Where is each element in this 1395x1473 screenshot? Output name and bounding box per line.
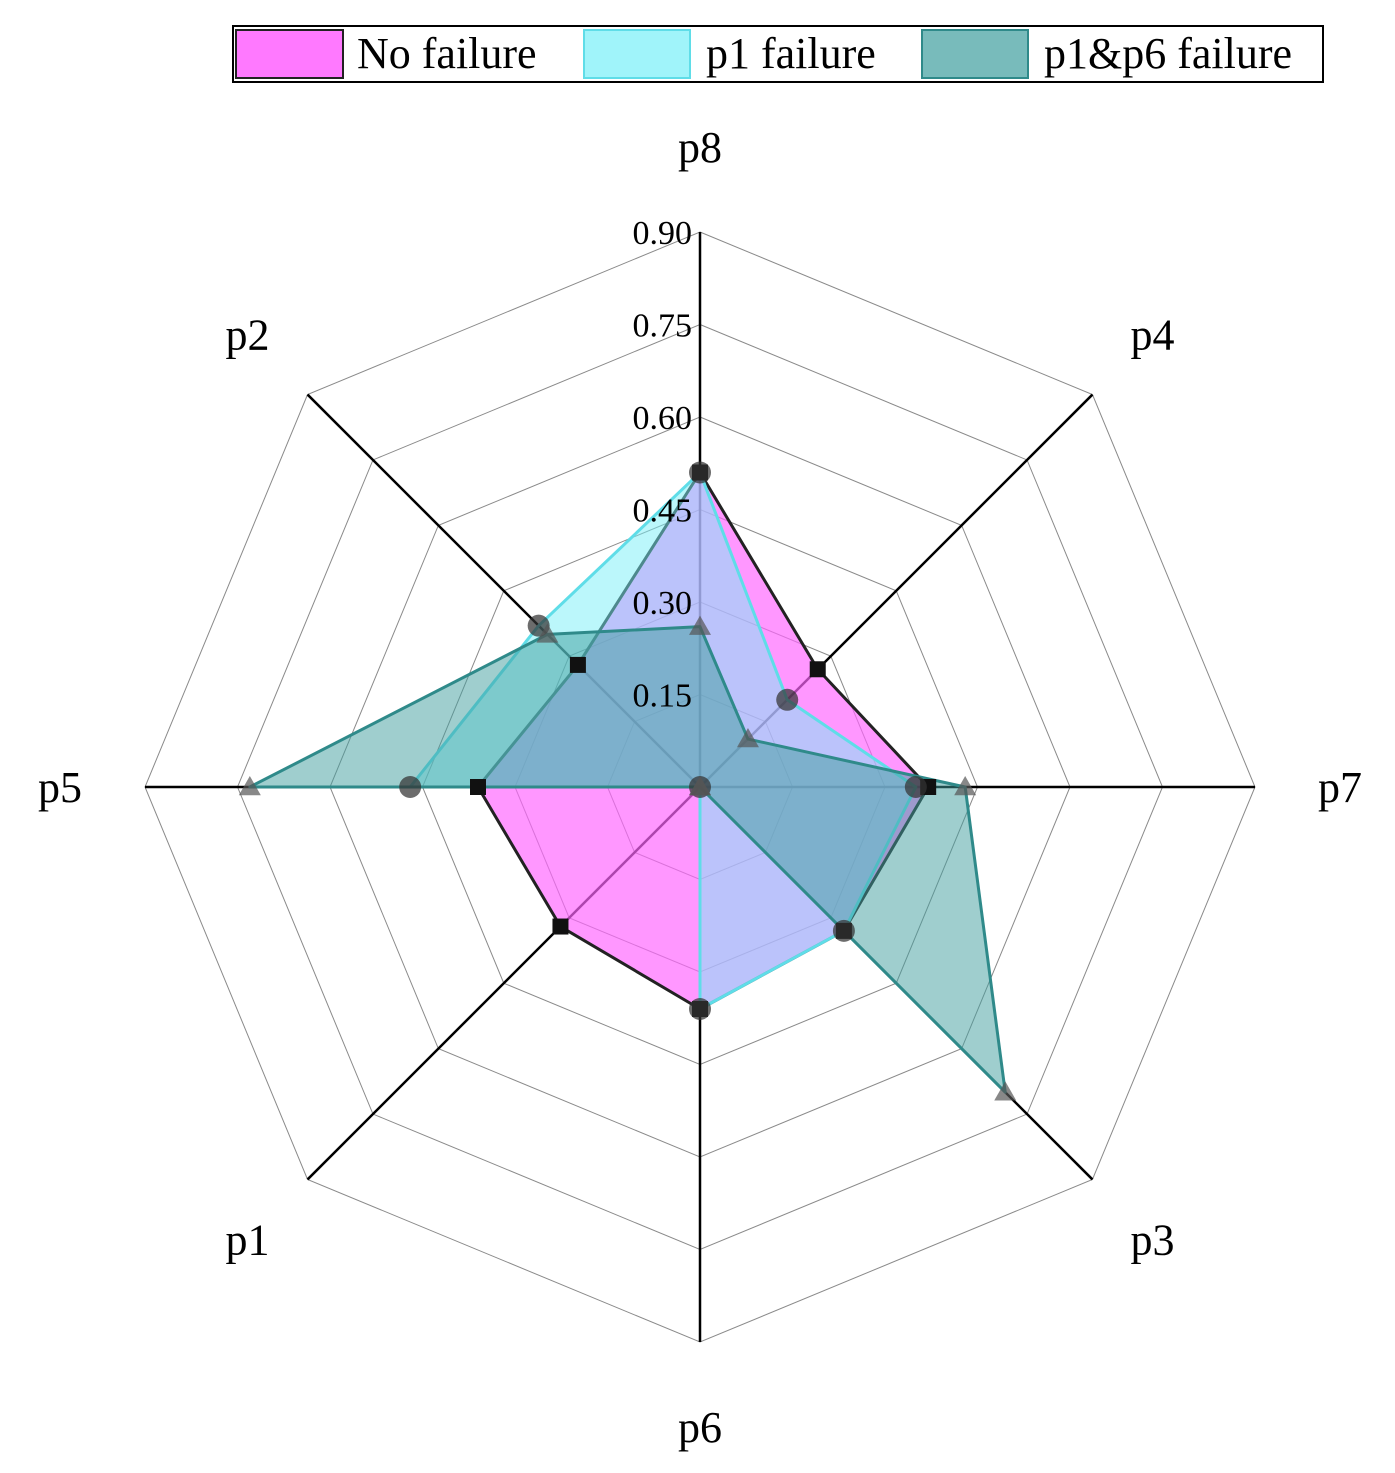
- marker-p1p6-failure: [689, 776, 711, 796]
- legend-label-1: No failure: [357, 29, 537, 78]
- radial-tick-label: 0.90: [633, 215, 693, 252]
- marker-no-failure: [470, 779, 486, 795]
- axis-label-p1: p1: [225, 1216, 269, 1265]
- marker-p1-failure: [689, 998, 711, 1020]
- marker-p1-failure: [689, 461, 711, 484]
- legend-frame: [232, 25, 1324, 83]
- marker-p1-failure: [904, 776, 927, 798]
- legend-swatch-1: [235, 29, 344, 79]
- marker-p1-failure: [832, 919, 855, 942]
- axis-label-p4: p4: [1131, 310, 1175, 359]
- series-area-3: [248, 625, 1007, 1094]
- radial-tick-label: 0.75: [633, 308, 693, 345]
- radar-markers: [238, 461, 1017, 1101]
- marker-p1p6-failure: [994, 1081, 1017, 1101]
- radar-series: [248, 471, 1007, 1094]
- axis-label-p6: p6: [678, 1403, 722, 1452]
- marker-no-failure: [569, 656, 586, 673]
- marker-p1-failure: [776, 688, 799, 711]
- marker-p1p6-failure: [736, 728, 759, 748]
- axis-label-p8: p8: [678, 123, 722, 172]
- axis-label-p7: p7: [1318, 763, 1362, 812]
- marker-p1p6-failure: [536, 623, 559, 643]
- radial-tick-label: 0.60: [633, 400, 693, 437]
- marker-p1p6-failure: [954, 776, 977, 796]
- legend: No failure p1 failure p1&p6 failure: [232, 25, 1324, 83]
- legend-swatch-3: [921, 29, 1029, 79]
- legend-label-3: p1&p6 failure: [1044, 29, 1292, 78]
- axis-label-p2: p2: [225, 310, 269, 359]
- radial-tick-label: 0.15: [633, 678, 693, 715]
- legend-swatch-2: [583, 29, 691, 79]
- axis-labels: p8 p4 p7 p3 p6 p1 p5 p2: [38, 123, 1362, 1452]
- legend-label-2: p1 failure: [706, 29, 876, 78]
- marker-p1p6-failure: [238, 776, 261, 796]
- marker-no-failure: [552, 918, 569, 935]
- axis-label-p3: p3: [1131, 1216, 1175, 1265]
- marker-p1p6-failure: [689, 615, 711, 635]
- axis-label-p5: p5: [38, 763, 82, 812]
- radial-tick-label: 0.30: [633, 585, 693, 622]
- marker-p1-failure: [399, 776, 422, 798]
- radial-tick-label: 0.45: [633, 493, 693, 530]
- radial-tick-labels: 0.15 0.30 0.45 0.60 0.75 0.90: [633, 215, 693, 715]
- marker-no-failure: [809, 661, 826, 678]
